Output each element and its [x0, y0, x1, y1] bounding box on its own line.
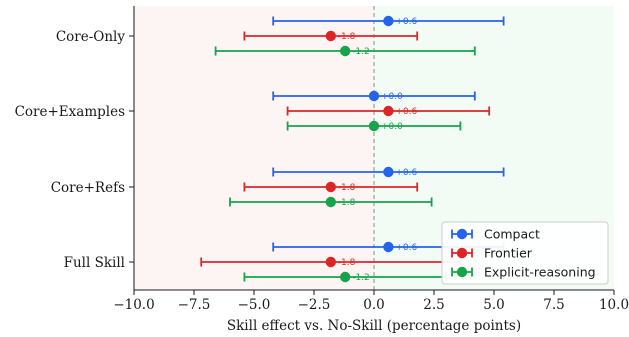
data-label: +0.6	[395, 168, 417, 178]
x-axis-title: Skill effect vs. No-Skill (percentage po…	[227, 318, 521, 334]
data-label: +0.6	[395, 107, 417, 117]
data-label: +0.6	[395, 17, 417, 27]
x-tick-label: 10.0	[599, 297, 629, 313]
x-tick-label: 7.5	[543, 297, 564, 313]
point-marker-frontier	[325, 181, 336, 193]
category-label: Core-Only	[56, 29, 126, 45]
legend-entry: Frontier	[484, 246, 533, 261]
x-tick-label: 5.0	[483, 297, 504, 313]
point-marker-frontier	[325, 256, 336, 268]
data-label: -1.8	[338, 258, 356, 268]
data-label: +0.6	[395, 243, 417, 253]
point-marker-frontier	[383, 105, 394, 117]
point-marker-frontier	[325, 30, 336, 42]
data-label: -1.8	[338, 198, 356, 208]
point-marker-explicit-reasoning	[340, 45, 351, 57]
x-tick-label: 2.5	[423, 297, 444, 313]
legend-entry: Compact	[484, 227, 540, 242]
point-marker-explicit-reasoning	[340, 271, 351, 283]
data-label: -1.2	[352, 47, 370, 57]
legend-box	[441, 221, 609, 285]
x-tick-label: −2.5	[298, 297, 331, 313]
point-marker-compact	[383, 241, 394, 253]
point-marker-compact	[368, 90, 380, 102]
legend-swatch-marker	[456, 247, 468, 259]
category-label: Full Skill	[64, 255, 125, 271]
data-label: +0.0	[381, 122, 403, 132]
point-marker-explicit-reasoning	[368, 120, 380, 132]
data-label: -1.8	[338, 32, 356, 42]
x-tick-label: −7.5	[178, 297, 211, 313]
negative-region	[134, 6, 374, 290]
data-label: +0.0	[381, 92, 403, 102]
data-label: -1.2	[352, 273, 370, 283]
data-label: -1.8	[338, 183, 356, 193]
point-marker-explicit-reasoning	[325, 196, 336, 208]
x-tick-label: −5.0	[238, 297, 271, 313]
category-label: Core+Examples	[15, 104, 125, 120]
legend-swatch-marker	[456, 266, 468, 278]
legend-entry: Explicit-reasoning	[484, 265, 596, 280]
legend-swatch-marker	[456, 228, 468, 240]
point-marker-compact	[383, 15, 394, 27]
category-label: Core+Refs	[51, 180, 125, 196]
x-tick-label: −10.0	[113, 297, 154, 313]
point-marker-compact	[383, 166, 394, 178]
x-tick-label: 0.0	[363, 297, 384, 313]
